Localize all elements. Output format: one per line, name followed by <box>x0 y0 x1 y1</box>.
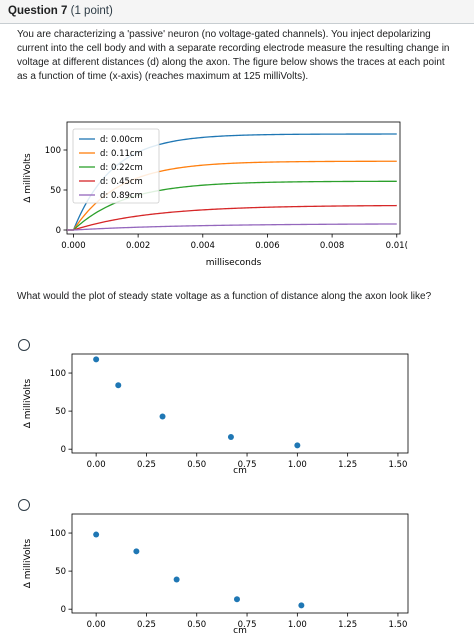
x-tick-label: 0.25 <box>137 620 156 630</box>
plot-frame <box>71 513 409 614</box>
plot-frame <box>71 353 409 454</box>
legend-box <box>72 128 160 204</box>
y-tick-label: 50 <box>55 567 66 577</box>
x-tick-label: 0.00 <box>87 460 106 470</box>
voltage-time-chart: 0.000 0.002 0.004 0.006 0.008 0.01( 0 50 100 mill… <box>23 121 408 268</box>
y-axis-label: Δ milliVolts <box>23 538 33 588</box>
x-tick-label: 0.25 <box>137 460 156 470</box>
y-tick-label: 0 <box>56 226 61 236</box>
answer-2-scatter-chart: 0.00 0.25 0.50 0.75 1.00 1.25 1.50 0 50 100 cm Δ mi… <box>23 513 409 636</box>
x-tick-label: 1.25 <box>338 460 357 470</box>
legend-entry: d: 0.89cm <box>100 191 143 201</box>
y-tick-label: 0 <box>61 605 66 615</box>
x-tick-label: 1.50 <box>388 620 407 630</box>
legend-entry: d: 0.22cm <box>100 163 143 173</box>
x-tick-label: 1.50 <box>388 460 407 470</box>
answer-radio-2[interactable] <box>18 499 30 511</box>
x-axis-label: cm <box>233 466 247 476</box>
x-tick-label: 0.75 <box>238 460 257 470</box>
y-tick-label: 50 <box>55 407 66 417</box>
x-axis-label: milliseconds <box>206 258 262 268</box>
data-point <box>93 356 100 363</box>
data-point <box>133 548 140 555</box>
data-point <box>173 576 180 583</box>
y-tick-label: 100 <box>50 369 66 379</box>
y-tick-label: 100 <box>50 529 66 539</box>
question-prompt: What would the plot of steady state volt… <box>17 291 432 302</box>
legend-entry: d: 0.00cm <box>100 135 143 145</box>
x-tick-label: 0.000 <box>61 241 85 251</box>
x-tick-label: 0.75 <box>238 620 257 630</box>
data-point <box>93 531 100 538</box>
series-line-4 <box>67 204 397 231</box>
legend-entry: d: 0.45cm <box>100 177 143 187</box>
data-point <box>298 602 305 609</box>
x-tick-label: 1.00 <box>288 460 307 470</box>
y-axis-label: Δ milliVolts <box>23 378 33 428</box>
question-text: You are characterizing a 'passive' neuro… <box>17 29 450 82</box>
x-tick-label: 0.01( <box>386 241 408 251</box>
x-tick-label: 0.00 <box>87 620 106 630</box>
x-axis-label: cm <box>233 626 247 636</box>
series-line-5 <box>67 223 397 231</box>
legend: d: 0.00cm d: 0.11cm d: 0.22cm d: 0.45cm d: 0… <box>72 128 160 204</box>
legend-entry: d: 0.11cm <box>100 149 143 159</box>
x-tick-label: 0.006 <box>255 241 279 251</box>
y-tick-label: 0 <box>61 445 66 455</box>
x-tick-label: 0.008 <box>320 241 344 251</box>
data-point <box>159 413 166 420</box>
x-tick-label: 1.25 <box>338 620 357 630</box>
x-tick-label: 0.50 <box>187 460 206 470</box>
answer-1-scatter-chart: 0.00 0.25 0.50 0.75 1.00 1.25 1.50 0 50 100 cm Δ mi… <box>23 353 409 476</box>
data-point <box>115 382 122 389</box>
answer-radio-1[interactable] <box>18 339 30 351</box>
y-tick-label: 100 <box>45 146 61 156</box>
x-tick-label: 0.002 <box>126 241 150 251</box>
data-point <box>233 596 240 603</box>
x-tick-label: 0.004 <box>191 241 215 251</box>
data-point <box>227 434 234 441</box>
x-tick-label: 0.50 <box>187 620 206 630</box>
y-tick-label: 50 <box>50 186 61 196</box>
question-title: Question 7 <box>8 5 68 17</box>
x-tick-label: 1.00 <box>288 620 307 630</box>
data-point <box>294 442 301 449</box>
question-header: Question 7 (1 point) <box>0 0 474 24</box>
y-axis-label: Δ milliVolts <box>23 153 33 203</box>
question-points: (1 point) <box>70 5 113 17</box>
